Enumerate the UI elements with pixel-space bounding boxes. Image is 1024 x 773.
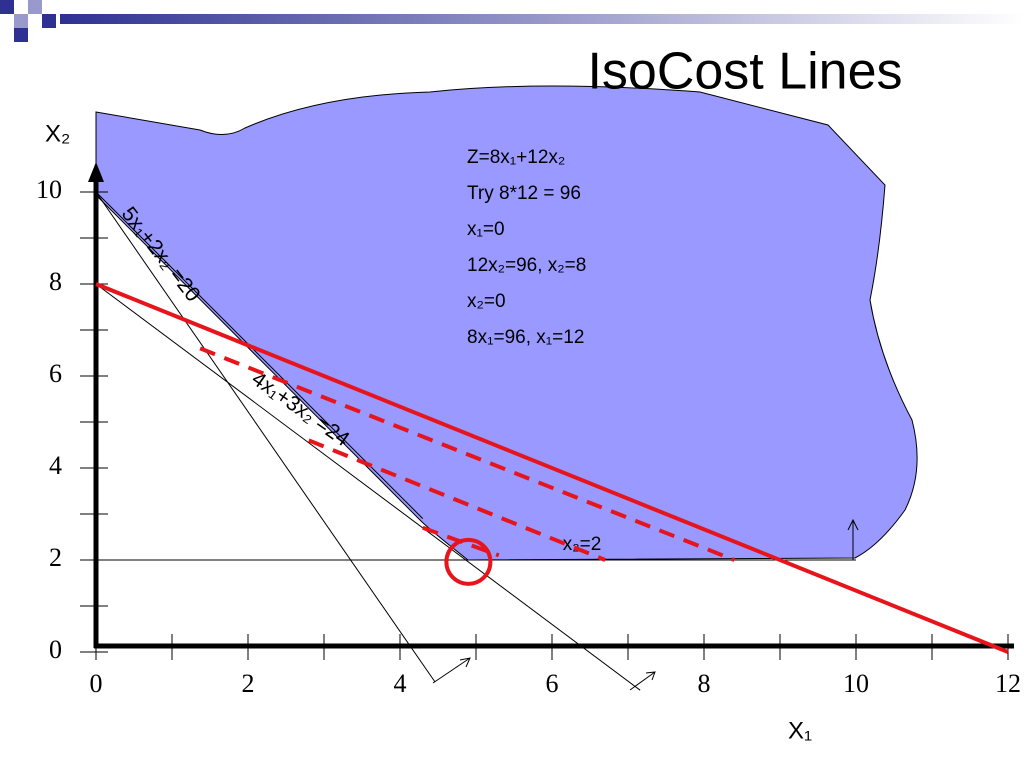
note-line: Z=8x₁+12x₂: [467, 147, 565, 168]
x-tick-label: 0: [90, 669, 103, 698]
y-tick-label: 4: [49, 451, 62, 480]
x-axis-label: X₁: [788, 717, 812, 744]
x-tick-label: 4: [394, 669, 407, 698]
x-tick-label: 8: [698, 669, 711, 698]
line: [95, 282, 1009, 654]
line: [308, 438, 606, 562]
y-tick-label: 2: [49, 543, 62, 572]
line: [199, 346, 736, 562]
decoration: [0, 0, 1024, 42]
x-tick-label: 6: [546, 669, 559, 698]
note-line: x₁=0: [467, 219, 505, 240]
arrows: [432, 518, 859, 691]
y-tick-label: 6: [49, 359, 62, 388]
y-tick-label: 0: [49, 635, 62, 664]
x-tick-label: 10: [843, 669, 869, 698]
y-tick-label: 10: [36, 175, 62, 204]
line: [95, 283, 641, 691]
note-line: 12x₂=96, x₂=8: [467, 255, 586, 276]
optimum-marker: [444, 537, 493, 586]
annotation: x₂=2: [563, 534, 602, 555]
line: [95, 191, 436, 683]
y-axis-arrow: [88, 162, 104, 182]
x-tick-label: 12: [995, 669, 1021, 698]
x-tick-label: 2: [242, 669, 255, 698]
y-tick-label: 8: [49, 267, 62, 296]
feasible-region: [95, 85, 918, 561]
note-line: Try 8*12 = 96: [467, 183, 581, 204]
y-axis-label: X₂: [45, 120, 70, 147]
note-line: x₂=0: [467, 291, 506, 312]
note-line: 8x₁=96, x₁=12: [467, 327, 584, 348]
title: IsoCost Lines: [587, 43, 902, 101]
